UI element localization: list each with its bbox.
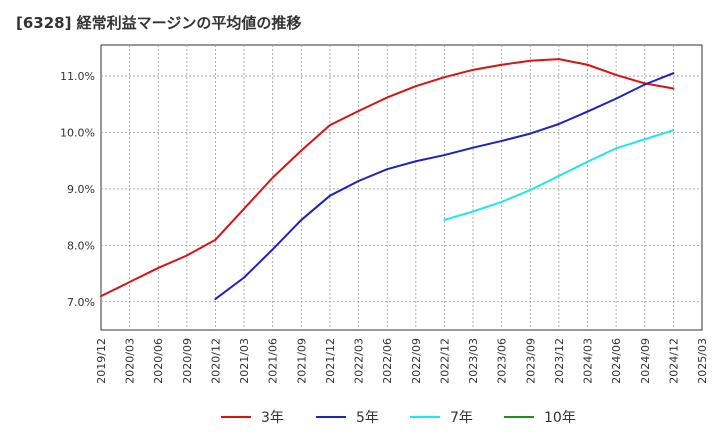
- axis-layer: 7.0% 8.0% 9.0% 10.0% 11.0% 2019/12 2020/03 2020…: [60, 70, 709, 384]
- x-tick-label: 2020/09: [181, 338, 194, 384]
- legend-item: 5年: [316, 405, 379, 429]
- legend-label: 3年: [261, 410, 284, 426]
- y-tick-label: 11.0%: [60, 70, 95, 83]
- legend-label: 7年: [450, 410, 473, 426]
- x-tick-label: 2021/03: [238, 338, 251, 384]
- x-tick-label: 2024/06: [610, 338, 623, 384]
- x-tick-label: 2024/03: [582, 338, 595, 384]
- x-tick-label: 2024/09: [639, 338, 652, 384]
- x-tick-label: 2020/12: [209, 338, 222, 384]
- legend-swatch: [316, 416, 346, 418]
- x-tick-label: 2022/06: [381, 338, 394, 384]
- x-tick-label: 2023/12: [553, 338, 566, 384]
- x-tick-label: 2022/12: [438, 338, 451, 384]
- x-tick-label: 2019/12: [95, 338, 108, 384]
- legend-label: 10年: [544, 410, 576, 426]
- x-tick-label: 2022/03: [353, 338, 366, 384]
- y-tick-label: 10.0%: [60, 126, 95, 139]
- legend-swatch: [221, 416, 251, 418]
- x-tick-label: 2024/12: [667, 338, 680, 384]
- chart-title: [6328] 経常利益マージンの平均値の推移: [16, 14, 302, 32]
- x-tick-label: 2021/06: [267, 338, 280, 384]
- legend-item: 7年: [410, 405, 473, 429]
- series-line-3年: [100, 58, 675, 298]
- x-tick-label: 2020/06: [152, 338, 165, 384]
- x-tick-label: 2023/09: [524, 338, 537, 384]
- x-tick-label: 2021/09: [295, 338, 308, 384]
- grid-layer: [100, 44, 703, 331]
- x-tick-label: 2023/03: [467, 338, 480, 384]
- y-tick-label: 7.0%: [67, 296, 95, 309]
- x-tick-label: 2025/03: [696, 338, 709, 384]
- series-line-5年: [214, 72, 675, 300]
- x-tick-label: 2020/03: [124, 338, 137, 384]
- legend-swatch: [504, 416, 534, 418]
- y-tick-label: 9.0%: [67, 183, 95, 196]
- x-tick-label: 2021/12: [324, 338, 337, 384]
- x-tick-label: 2022/09: [410, 338, 423, 384]
- plot-frame: [100, 44, 703, 331]
- series-line-7年: [443, 129, 675, 221]
- legend-item: 3年: [221, 405, 284, 429]
- legend-swatch: [410, 416, 440, 418]
- x-tick-label: 2023/06: [496, 338, 509, 384]
- legend-item: 10年: [504, 405, 576, 429]
- y-tick-label: 8.0%: [67, 239, 95, 252]
- series-layer: [100, 58, 675, 300]
- legend-label: 5年: [356, 410, 379, 426]
